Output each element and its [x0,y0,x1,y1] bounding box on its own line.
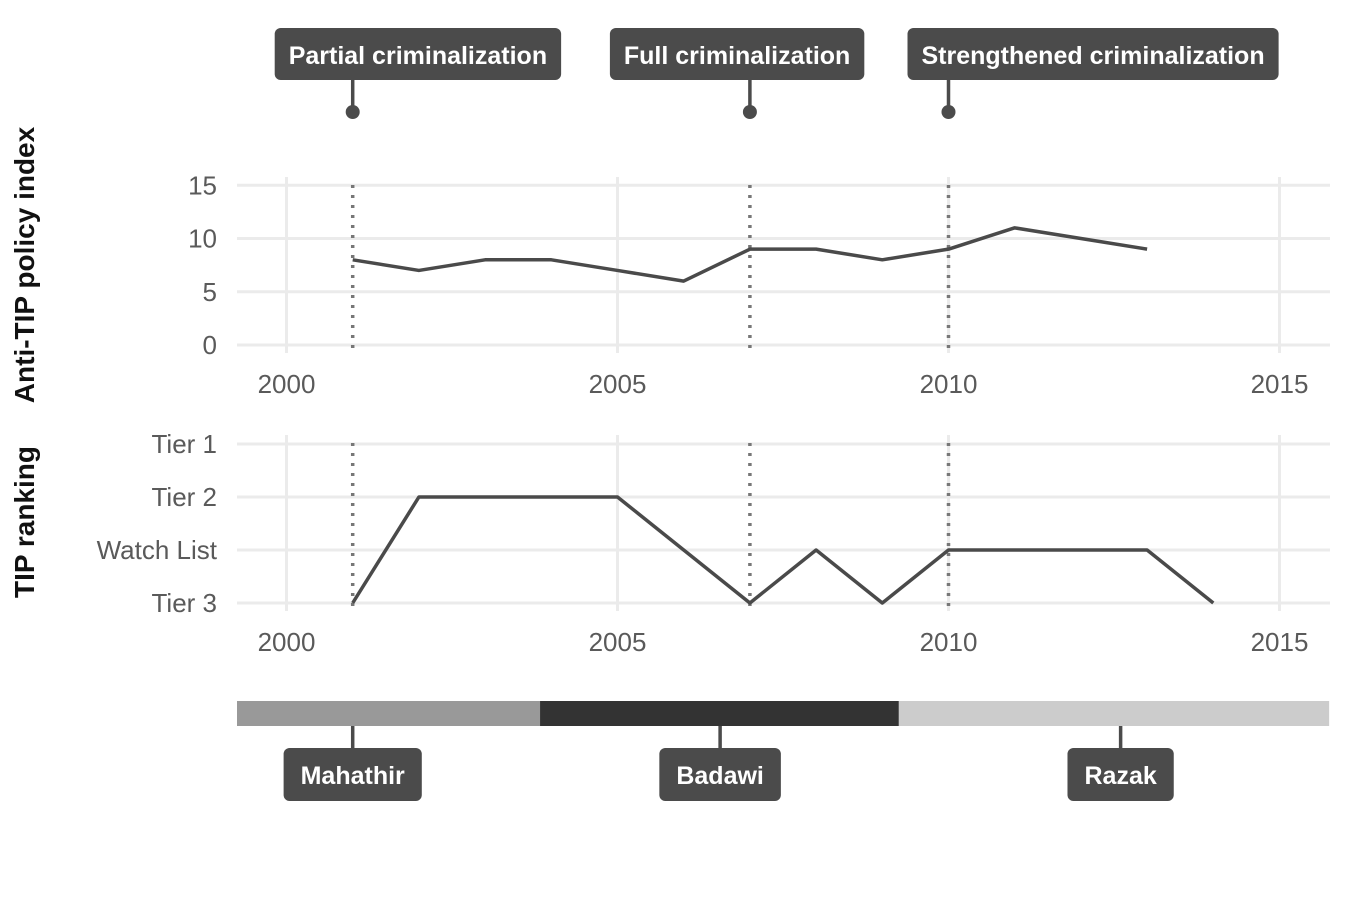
y-axis-title-tip-ranking: TIP ranking [9,446,40,598]
event-label: Strengthened criminalization [922,42,1265,70]
event-annotation: Full criminalization [609,28,865,119]
x-tick-label: 2005 [589,369,647,399]
events-annotation: Partial criminalization Full criminalizat… [274,28,1279,119]
x-tick-label: 2015 [1251,627,1309,657]
y-tick-label: 5 [203,277,217,307]
x-tick-label: 2000 [258,369,316,399]
leader-period-bar [237,701,541,726]
leader-period-bar [898,701,1330,726]
x-tick-label: 2005 [589,627,647,657]
event-dot [941,105,956,119]
event-label: Partial criminalization [289,42,547,70]
y-tick-label: 0 [203,330,217,360]
y-tick-label: 15 [188,170,217,200]
x-tick-label: 2000 [258,627,316,657]
leader-annotation: Mahathir [283,726,422,801]
x-tick-label: 2015 [1251,369,1309,399]
y-tick-label: Tier 2 [152,482,218,512]
leader-annotation: Razak [1067,726,1174,801]
leader-label-box [1067,748,1174,801]
leader-label: Badawi [676,762,764,790]
event-label-box [907,28,1279,80]
event-annotation: Strengthened criminalization [907,28,1279,119]
y-tick-label: Tier 1 [152,429,218,459]
event-label-box [274,28,562,80]
event-dot [345,105,360,119]
leader-timeline: Mahathir Badawi Razak [237,701,1330,801]
event-label-box [609,28,865,80]
event-annotation: Partial criminalization [274,28,562,119]
leader-label: Mahathir [301,762,405,790]
tip-ranking-line [351,495,1215,605]
y-axis-title-policy-index: Anti-TIP policy index [9,126,40,403]
policy-index-line [352,226,1148,283]
leader-annotation: Badawi [659,726,781,801]
leader-label-box [283,748,422,801]
policy-index-panel: 0 5 10 15 2000 2005 2010 2015 [188,170,1330,399]
x-tick-label: 2010 [920,627,978,657]
leader-label: Razak [1084,762,1156,790]
y-tick-label: Tier 3 [152,588,218,618]
x-tick-label: 2010 [920,369,978,399]
tip-ranking-panel: Tier 3 Watch List Tier 2 Tier 1 2000 2005 201… [97,429,1330,657]
leader-label-box [659,748,781,801]
event-dot [742,105,757,119]
event-label: Full criminalization [624,42,850,70]
leader-period-bar [540,701,899,726]
y-tick-label: Watch List [97,535,218,565]
y-tick-label: 10 [188,224,217,254]
